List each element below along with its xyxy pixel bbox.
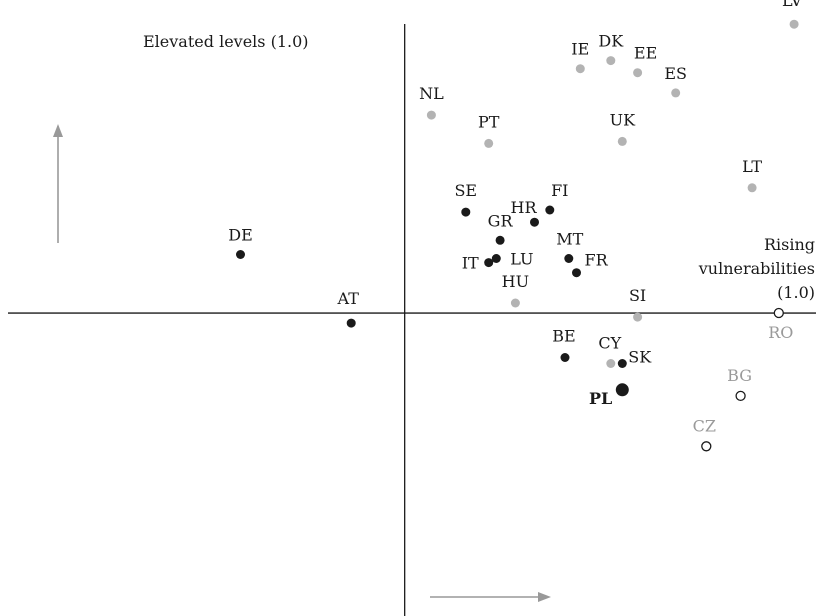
point-label-fi: FI bbox=[551, 181, 568, 200]
point-label-se: SE bbox=[454, 181, 477, 200]
point-ee bbox=[633, 68, 643, 78]
data-labels: LV IE DK EE ES NL PT UK LT SE HR FI GR DE MT IT LU FR HU SI… bbox=[228, 0, 802, 435]
point-label-ie: IE bbox=[571, 40, 589, 59]
point-label-it: IT bbox=[462, 254, 479, 273]
point-label-at: AT bbox=[337, 289, 360, 308]
point-cz bbox=[701, 441, 712, 452]
point-label-gr: GR bbox=[488, 211, 514, 230]
point-gr bbox=[495, 235, 505, 245]
point-mt bbox=[564, 254, 574, 263]
point-ie bbox=[575, 64, 585, 74]
point-de bbox=[236, 250, 245, 259]
point-label-mt: MT bbox=[556, 230, 583, 249]
x-axis-annotation-line2: vulnerabilities bbox=[698, 259, 815, 278]
point-es bbox=[671, 88, 681, 98]
point-label-lv: LV bbox=[782, 0, 803, 10]
point-pl bbox=[615, 383, 629, 397]
point-si bbox=[633, 312, 643, 322]
point-label-uk: UK bbox=[610, 110, 636, 129]
point-label-de: DE bbox=[228, 226, 253, 245]
point-label-sk: SK bbox=[628, 348, 652, 367]
point-label-bg: BG bbox=[727, 366, 752, 385]
direction-arrows bbox=[53, 124, 551, 602]
point-se bbox=[461, 207, 471, 217]
axis-annotations: Elevated levels (1.0) Rising vulnerabili… bbox=[143, 32, 815, 302]
point-pt bbox=[484, 138, 494, 148]
point-dk bbox=[606, 56, 616, 66]
point-lu bbox=[491, 254, 501, 263]
point-uk bbox=[617, 136, 627, 146]
point-label-cy: CY bbox=[598, 334, 621, 353]
x-axis-annotation-line1: Rising bbox=[764, 235, 815, 254]
x-direction-arrow-head bbox=[538, 592, 551, 602]
point-label-dk: DK bbox=[598, 32, 624, 51]
point-label-fr: FR bbox=[585, 251, 609, 270]
point-label-hr: HR bbox=[511, 198, 538, 217]
x-axis-annotation-line3: (1.0) bbox=[777, 283, 815, 302]
point-label-cz: CZ bbox=[693, 416, 716, 435]
y-axis-annotation: Elevated levels (1.0) bbox=[143, 32, 309, 51]
point-sk bbox=[617, 359, 627, 368]
point-be bbox=[560, 353, 570, 362]
point-hr bbox=[530, 217, 539, 227]
point-label-hu: HU bbox=[502, 272, 529, 291]
point-label-pl: PL bbox=[589, 389, 612, 408]
point-label-be: BE bbox=[552, 327, 575, 346]
point-it bbox=[484, 258, 494, 268]
point-label-lu: LU bbox=[510, 250, 533, 269]
point-label-es: ES bbox=[664, 64, 687, 83]
point-label-pt: PT bbox=[478, 112, 500, 131]
point-label-lt: LT bbox=[742, 157, 762, 176]
point-nl bbox=[426, 110, 436, 120]
point-label-nl: NL bbox=[419, 84, 444, 103]
axes bbox=[8, 24, 816, 616]
point-fi bbox=[545, 205, 555, 215]
point-label-si: SI bbox=[629, 286, 646, 305]
point-fr bbox=[572, 268, 581, 278]
point-ro bbox=[773, 307, 784, 319]
point-cy bbox=[606, 359, 616, 368]
point-label-ro: RO bbox=[768, 323, 793, 342]
point-lv bbox=[789, 19, 799, 29]
y-direction-arrow-head bbox=[53, 124, 63, 137]
point-lt bbox=[747, 183, 757, 193]
point-hu bbox=[510, 298, 520, 308]
point-label-ee: EE bbox=[634, 44, 657, 63]
data-points bbox=[236, 19, 799, 452]
point-at bbox=[346, 318, 356, 328]
point-bg bbox=[735, 390, 746, 402]
